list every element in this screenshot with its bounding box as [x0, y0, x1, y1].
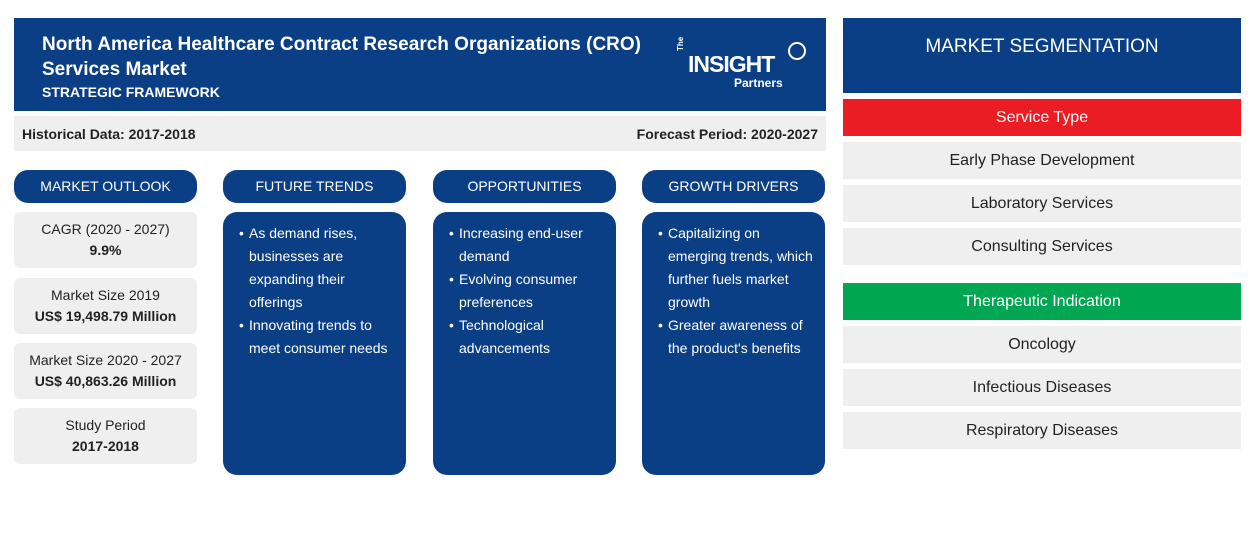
stat-label: Study Period	[65, 417, 146, 433]
future-trends-card: As demand rises, businesses are expandin…	[223, 212, 406, 475]
segment-item: Oncology	[843, 326, 1241, 363]
list-item: Increasing end-user demand	[449, 222, 608, 268]
forecast-period: Forecast Period: 2020-2027	[636, 126, 818, 142]
logo-partners: Partners	[734, 76, 783, 90]
segment-item: Respiratory Diseases	[843, 412, 1241, 449]
stat-label: CAGR (2020 - 2027)	[41, 221, 170, 237]
list-item: Technological advancements	[449, 314, 608, 360]
stat-cagr: CAGR (2020 - 2027) 9.9%	[14, 212, 197, 268]
logo-the: The	[676, 36, 685, 51]
list-item: Greater awareness of the product's benef…	[658, 314, 817, 360]
segment-item: Infectious Diseases	[843, 369, 1241, 406]
opportunities-card: Increasing end-user demand Evolving cons…	[433, 212, 616, 475]
segment-therapeutic-indication: Therapeutic Indication	[843, 283, 1241, 320]
period-bar: Historical Data: 2017-2018 Forecast Peri…	[14, 116, 826, 151]
segment-service-type: Service Type	[843, 99, 1241, 136]
page-title: North America Healthcare Contract Resear…	[42, 34, 642, 80]
list-item: Capitalizing on emerging trends, which f…	[658, 222, 817, 314]
growth-drivers-card: Capitalizing on emerging trends, which f…	[642, 212, 825, 475]
stat-value: 9.9%	[89, 242, 122, 258]
stat-label: Market Size 2019	[51, 287, 160, 303]
stat-market-size-forecast: Market Size 2020 - 2027 US$ 40,863.26 Mi…	[14, 343, 197, 399]
stat-value: 2017-2018	[72, 438, 139, 454]
stat-label: Market Size 2020 - 2027	[29, 352, 182, 368]
stat-market-size-2019: Market Size 2019 US$ 19,498.79 Million	[14, 278, 197, 334]
list-item: Innovating trends to meet consumer needs	[239, 314, 398, 360]
market-outlook-heading: MARKET OUTLOOK	[14, 170, 197, 203]
segment-item: Consulting Services	[843, 228, 1241, 265]
growth-drivers-heading: GROWTH DRIVERS	[642, 170, 825, 203]
historical-data: Historical Data: 2017-2018	[22, 126, 196, 142]
stat-value: US$ 19,498.79 Million	[34, 308, 177, 324]
lightbulb-icon	[788, 42, 806, 60]
stat-value: US$ 40,863.26 Million	[34, 373, 177, 389]
opportunities-heading: OPPORTUNITIES	[433, 170, 616, 203]
list-item: As demand rises, businesses are expandin…	[239, 222, 398, 314]
segment-item: Early Phase Development	[843, 142, 1241, 179]
page-subtitle: STRATEGIC FRAMEWORK	[42, 84, 220, 100]
header-banner: North America Healthcare Contract Resear…	[14, 18, 826, 111]
stat-study-period: Study Period 2017-2018	[14, 408, 197, 464]
list-item: Evolving consumer preferences	[449, 268, 608, 314]
logo-insight: INSIGHT	[688, 51, 775, 77]
future-trends-heading: FUTURE TRENDS	[223, 170, 406, 203]
market-segmentation-heading: MARKET SEGMENTATION	[843, 18, 1241, 93]
insight-partners-logo: The INSIGHT Partners	[676, 36, 806, 92]
segment-item: Laboratory Services	[843, 185, 1241, 222]
